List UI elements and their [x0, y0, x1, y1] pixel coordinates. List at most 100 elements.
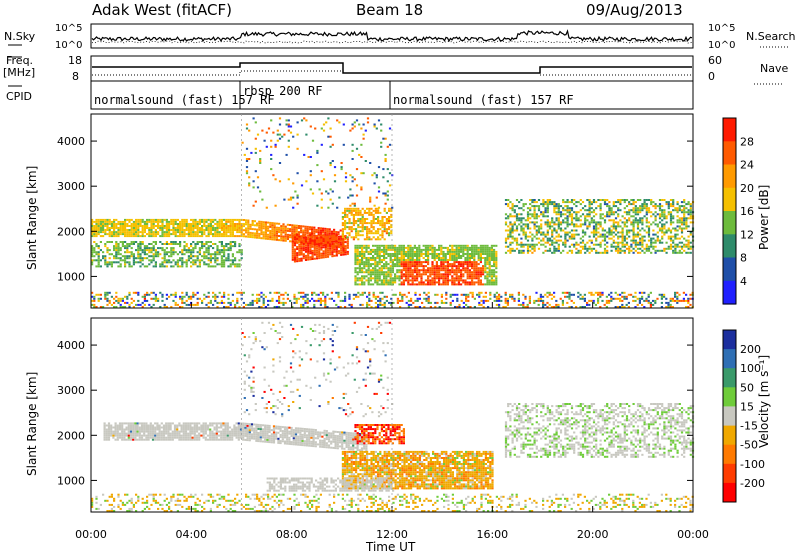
- power-cell: [102, 227, 105, 229]
- power-cell: [603, 229, 607, 232]
- power-cell: [340, 237, 343, 240]
- power-cell: [379, 228, 382, 231]
- power-cell: [595, 239, 598, 242]
- power-cell: [457, 253, 460, 255]
- power-cell: [562, 207, 565, 210]
- power-cell: [401, 297, 404, 300]
- power-cell: [388, 216, 391, 218]
- power-cell: [416, 248, 419, 251]
- power-cell: [411, 277, 414, 280]
- power-cell: [95, 229, 98, 231]
- power-cell: [413, 267, 416, 270]
- power-cell: [687, 243, 690, 246]
- power-cell: [468, 257, 471, 259]
- power-cell: [319, 299, 322, 302]
- power-cell: [601, 293, 604, 296]
- power-cell: [590, 299, 593, 302]
- power-cell: [377, 230, 380, 233]
- power-cell: [329, 249, 332, 252]
- power-cell: [245, 235, 248, 238]
- power-cell: [187, 251, 190, 254]
- power-cell: [402, 257, 405, 259]
- power-cell: [391, 271, 394, 274]
- power-cell: [377, 211, 380, 214]
- power-cell: [234, 265, 237, 268]
- power-cell: [592, 247, 596, 250]
- power-cell: [359, 211, 362, 214]
- power-cell: [460, 279, 463, 282]
- power-cell: [346, 252, 349, 255]
- power-cell: [661, 209, 664, 212]
- power-cell: [278, 162, 282, 164]
- power-cell: [220, 223, 223, 225]
- power-cell: [400, 244, 403, 247]
- power-cell: [176, 235, 179, 238]
- power-cell: [365, 263, 368, 266]
- power-cell: [176, 229, 179, 231]
- power-cell: [296, 252, 299, 255]
- power-cell: [231, 253, 234, 256]
- power-cell: [555, 219, 558, 222]
- power-cell: [493, 257, 496, 259]
- power-cell: [663, 295, 666, 298]
- power-cell: [258, 234, 261, 237]
- power-cell: [248, 129, 251, 132]
- power-cell: [223, 293, 226, 296]
- power-cell: [322, 231, 325, 234]
- power-cell: [449, 253, 452, 255]
- power-cell: [661, 227, 664, 230]
- power-cell: [236, 301, 239, 304]
- power-cell: [372, 244, 375, 247]
- power-cell: [137, 299, 140, 302]
- power-cell: [581, 297, 584, 300]
- power-cell: [280, 225, 283, 228]
- power-cell: [639, 251, 642, 254]
- power-cell: [214, 299, 217, 302]
- power-cell: [603, 303, 606, 306]
- power-cell: [542, 243, 545, 246]
- power-cell: [201, 227, 204, 229]
- power-cell: [296, 256, 299, 259]
- power-cell: [555, 249, 558, 252]
- power-cell: [278, 228, 281, 231]
- power-cell: [586, 219, 589, 222]
- power-cell: [606, 199, 609, 201]
- power-cell: [409, 255, 412, 257]
- power-cell: [562, 249, 565, 252]
- power-cell: [665, 201, 668, 204]
- power-cell: [296, 248, 299, 250]
- power-cell: [93, 229, 96, 231]
- power-cell: [486, 257, 489, 259]
- power-cell: [331, 255, 334, 258]
- power-cell: [654, 203, 657, 206]
- power-cell: [203, 223, 206, 225]
- power-cell: [413, 263, 416, 266]
- power-cell: [669, 297, 672, 300]
- power-cell: [110, 225, 113, 227]
- power-cell: [575, 211, 578, 214]
- power-cell: [308, 228, 311, 231]
- power-cell: [377, 303, 380, 306]
- power-cell: [355, 228, 358, 231]
- power-cell: [350, 303, 353, 306]
- power-cell: [509, 243, 512, 246]
- power-cell: [423, 291, 426, 294]
- power-cell: [498, 303, 501, 306]
- power-cell: [234, 257, 237, 260]
- power-cell: [174, 218, 177, 221]
- power-cell: [440, 263, 443, 266]
- power-cell: [174, 223, 177, 225]
- power-cell: [363, 244, 366, 247]
- power-cell: [616, 297, 619, 300]
- power-cell: [422, 265, 425, 268]
- power-cell: [482, 250, 485, 253]
- power-cell: [478, 293, 481, 296]
- power-cell: [586, 241, 589, 244]
- power-cell: [548, 237, 552, 240]
- power-cell: [636, 219, 640, 222]
- power-cell: [344, 216, 347, 218]
- power-cell: [300, 227, 303, 230]
- power-cell: [455, 253, 458, 255]
- power-cell: [258, 222, 261, 225]
- power-cell: [625, 229, 629, 232]
